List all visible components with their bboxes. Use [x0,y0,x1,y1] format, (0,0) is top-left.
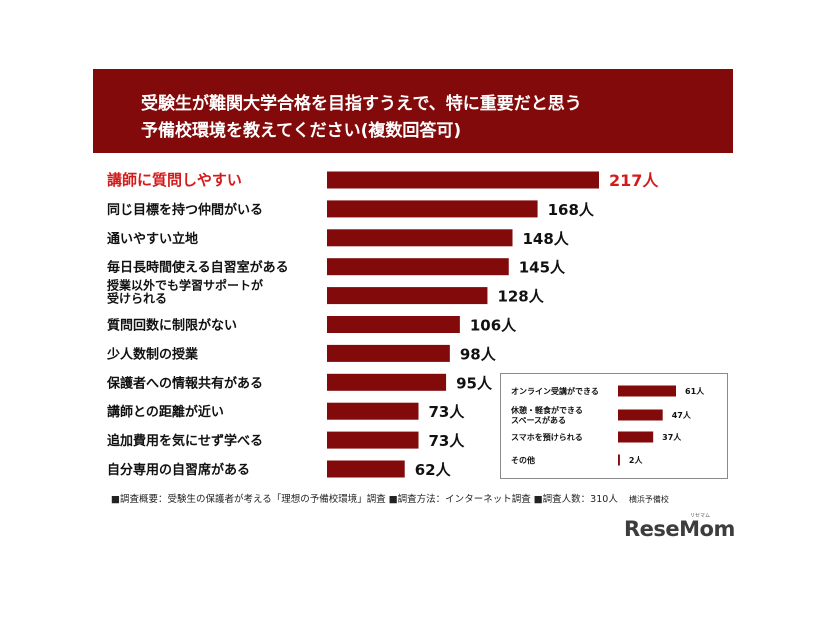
value-label-7: 95人 [456,374,493,392]
resemom-logo-ruby: リセマム [690,513,711,519]
inset-category-label-1-0: 休憩・軽食ができる [510,405,583,415]
category-label-5: 質問回数に制限がない [107,318,237,334]
title-banner: 受験生が難関大学合格を目指すうえで、特に重要だと思う 予備校環境を教えてください… [93,69,733,153]
resemom-logo: ReseMom [624,517,735,541]
value-label-2: 148人 [523,230,570,248]
footnote-text: ■調査概要：受験生の保護者が考える「理想の予備校環境」調査 ■調査方法：インター… [111,494,618,505]
bar-6 [327,344,450,362]
inset-chart-box: オンライン受講ができる 61人休憩・軽食ができる スペースがある 47人スマホを預けら… [500,373,728,479]
bar-2 [327,229,513,247]
category-label-10: 自分専用の自習席がある [107,462,250,478]
inset-value-label-0: 61人 [685,386,705,396]
inset-value-label-1: 47人 [672,410,692,420]
value-label-8: 73人 [429,403,466,421]
category-label-7: 保護者への情報共有がある [106,375,263,391]
inset-bar-0 [618,385,676,397]
inset-value-label-3: 2人 [629,455,644,465]
inset-category-label-0: オンライン受講ができる [511,386,599,396]
value-label-5: 106人 [470,317,517,335]
inset-bar-1 [618,409,663,421]
title-line-1: 受験生が難関大学合格を目指すうえで、特に重要だと思う [141,94,582,114]
value-label-0: 217人 [609,171,659,190]
bar-0 [327,171,599,189]
bar-3 [327,258,509,276]
category-label-1: 同じ目標を持つ仲間がいる [107,202,263,218]
bar-5 [327,316,460,333]
value-label-3: 145人 [519,259,566,277]
bar-4 [327,287,488,305]
value-label-9: 73人 [429,432,466,450]
inset-category-label-3: その他 [511,455,535,465]
bar-1 [327,200,538,218]
value-label-1: 168人 [548,201,595,219]
bar-10 [327,460,405,478]
inset-bar-3 [618,454,620,466]
bar-9 [327,431,419,449]
inset-category-label-1-1: スペースがある [511,415,566,425]
value-label-10: 62人 [415,461,452,479]
category-label-6: 少人数制の授業 [106,346,199,362]
inset-value-label-2: 37人 [662,432,682,442]
category-label-4-0: 授業以外でも学習サポートが [107,278,263,293]
inset-category-label-2: スマホを預けられる [511,432,583,442]
bar-7 [327,373,447,391]
value-label-6: 98人 [460,345,497,363]
survey-footnote: ■調査概要：受験生の保護者が考える「理想の予備校環境」調査 ■調査方法：インター… [111,491,669,505]
inset-bar-2 [618,431,654,443]
footnote-source: 横浜予備校 [628,495,669,504]
category-label-4-1: 受けられる [107,291,167,306]
category-label-0: 講師に質問しやすい [107,171,242,189]
value-label-4: 128人 [497,288,544,306]
title-line-2: 予備校環境を教えてください(複数回答可) [141,121,462,141]
category-label-3: 毎日長時間使える自習室がある [107,260,289,276]
category-label-9: 追加費用を気にせず学べる [107,433,263,449]
bar-8 [327,402,419,420]
category-label-8: 講師との距離が近い [107,404,224,420]
category-label-2: 通いやすい立地 [107,231,198,247]
